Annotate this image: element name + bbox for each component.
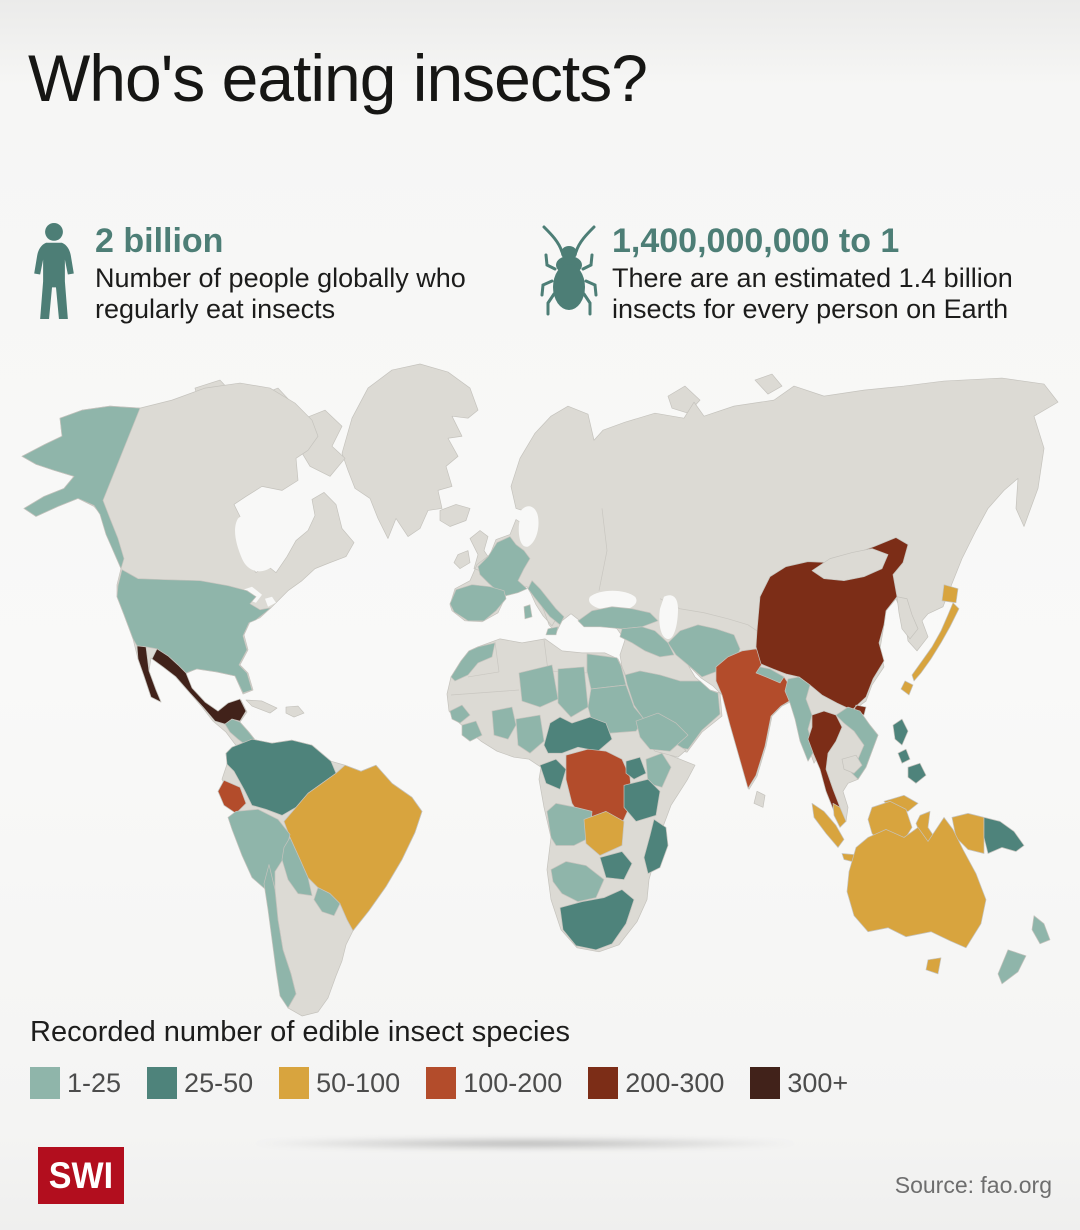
region-west-africa — [449, 704, 517, 742]
region-chile — [263, 864, 297, 1009]
region-china — [755, 537, 909, 716]
region-nigeria — [515, 714, 545, 754]
beetle-icon — [540, 225, 598, 316]
region-spain — [449, 584, 507, 622]
legend-label: 1-25 — [67, 1067, 122, 1098]
region-uganda — [625, 756, 647, 780]
region-bolivia — [281, 837, 313, 896]
legend-swatch — [30, 1067, 60, 1099]
region-paraguay — [313, 887, 341, 917]
region-italy — [523, 580, 565, 636]
legend-swatch — [588, 1067, 619, 1099]
person-icon — [34, 222, 74, 320]
region-namibia-botswana — [550, 861, 605, 902]
region-saudi-arabia — [624, 670, 721, 750]
region-syria-iraq — [619, 626, 675, 658]
world-choropleth-map — [0, 358, 1080, 1020]
region-laos-vietnam — [835, 706, 879, 780]
region-tanzania — [623, 778, 661, 822]
legend-label: 200-300 — [625, 1067, 725, 1098]
legend-swatch — [750, 1067, 781, 1099]
legend-swatch — [147, 1067, 178, 1099]
legend-swatch — [279, 1067, 310, 1099]
region-south-africa — [559, 889, 635, 951]
region-usa — [116, 569, 272, 694]
legend-label: 300+ — [787, 1067, 849, 1098]
legend-label: 100-200 — [463, 1067, 563, 1098]
region-nepal — [755, 666, 785, 684]
region-mexico — [136, 645, 247, 725]
legend-label: 50-100 — [316, 1067, 401, 1098]
legend-items: 1-25 25-50 50-100 100-200 200-300 300+ — [30, 1067, 874, 1099]
hudson-bay — [235, 512, 281, 572]
region-ethiopia — [635, 712, 689, 752]
region-new-zealand — [997, 915, 1051, 985]
region-angola — [546, 802, 593, 846]
page-title: Who's eating insects? — [28, 41, 648, 115]
region-korea — [896, 596, 919, 640]
region-sri-lanka — [753, 790, 766, 808]
legend-item: 50-100 — [279, 1067, 400, 1099]
legend-item: 1-25 — [30, 1067, 121, 1099]
legend-label: 25-50 — [184, 1067, 254, 1098]
region-sudan — [587, 684, 645, 734]
black-sea — [589, 590, 637, 611]
stat-insects-description: There are an estimated 1.4 billion insec… — [612, 262, 1013, 325]
region-gabon-congo — [539, 758, 567, 790]
region-thailand — [807, 710, 843, 812]
region-turkey — [577, 606, 659, 630]
legend-title: Recorded number of edible insect species — [30, 1016, 571, 1048]
legend-item: 100-200 — [426, 1067, 562, 1099]
region-cameroon-car — [543, 716, 613, 754]
card-shadow — [140, 1138, 910, 1154]
swi-logo: SWI — [38, 1147, 124, 1204]
region-madagascar — [643, 819, 669, 874]
legend-item: 25-50 — [147, 1067, 253, 1099]
region-greenland — [341, 363, 479, 539]
stat-people-description: Number of people globally who regularly … — [95, 262, 466, 325]
stat-insects-value: 1,400,000,000 to 1 — [612, 222, 900, 260]
region-zambia — [583, 811, 625, 856]
caspian-sea — [659, 595, 678, 640]
stat-people: 2 billion Number of people globally who … — [33, 222, 495, 326]
legend-swatch — [426, 1067, 457, 1099]
region-morocco — [450, 642, 496, 682]
map-legend: Recorded number of edible insect species… — [30, 1016, 874, 1099]
baltic-sea — [518, 506, 539, 547]
region-egypt — [586, 653, 627, 690]
region-hispaniola — [285, 705, 305, 718]
region-papua-new-guinea — [983, 817, 1025, 854]
region-chad — [557, 666, 589, 718]
region-cuba — [245, 699, 278, 714]
legend-item: 200-300 — [588, 1067, 724, 1099]
region-australia — [846, 817, 987, 975]
stat-people-value: 2 billion — [95, 222, 224, 260]
region-alaska — [21, 405, 141, 569]
region-mongolia — [811, 548, 889, 582]
source-credit: Source: fao.org — [894, 1172, 1052, 1198]
region-zimbabwe — [599, 851, 633, 880]
region-japan — [900, 584, 960, 696]
legend-item: 300+ — [750, 1067, 848, 1099]
region-cambodia — [841, 754, 863, 774]
region-niger — [518, 664, 559, 708]
swi-logo-text: SWI — [48, 1154, 114, 1196]
region-philippines — [892, 718, 927, 784]
stat-insects: 1,400,000,000 to 1 There are an estimate… — [538, 222, 1057, 326]
